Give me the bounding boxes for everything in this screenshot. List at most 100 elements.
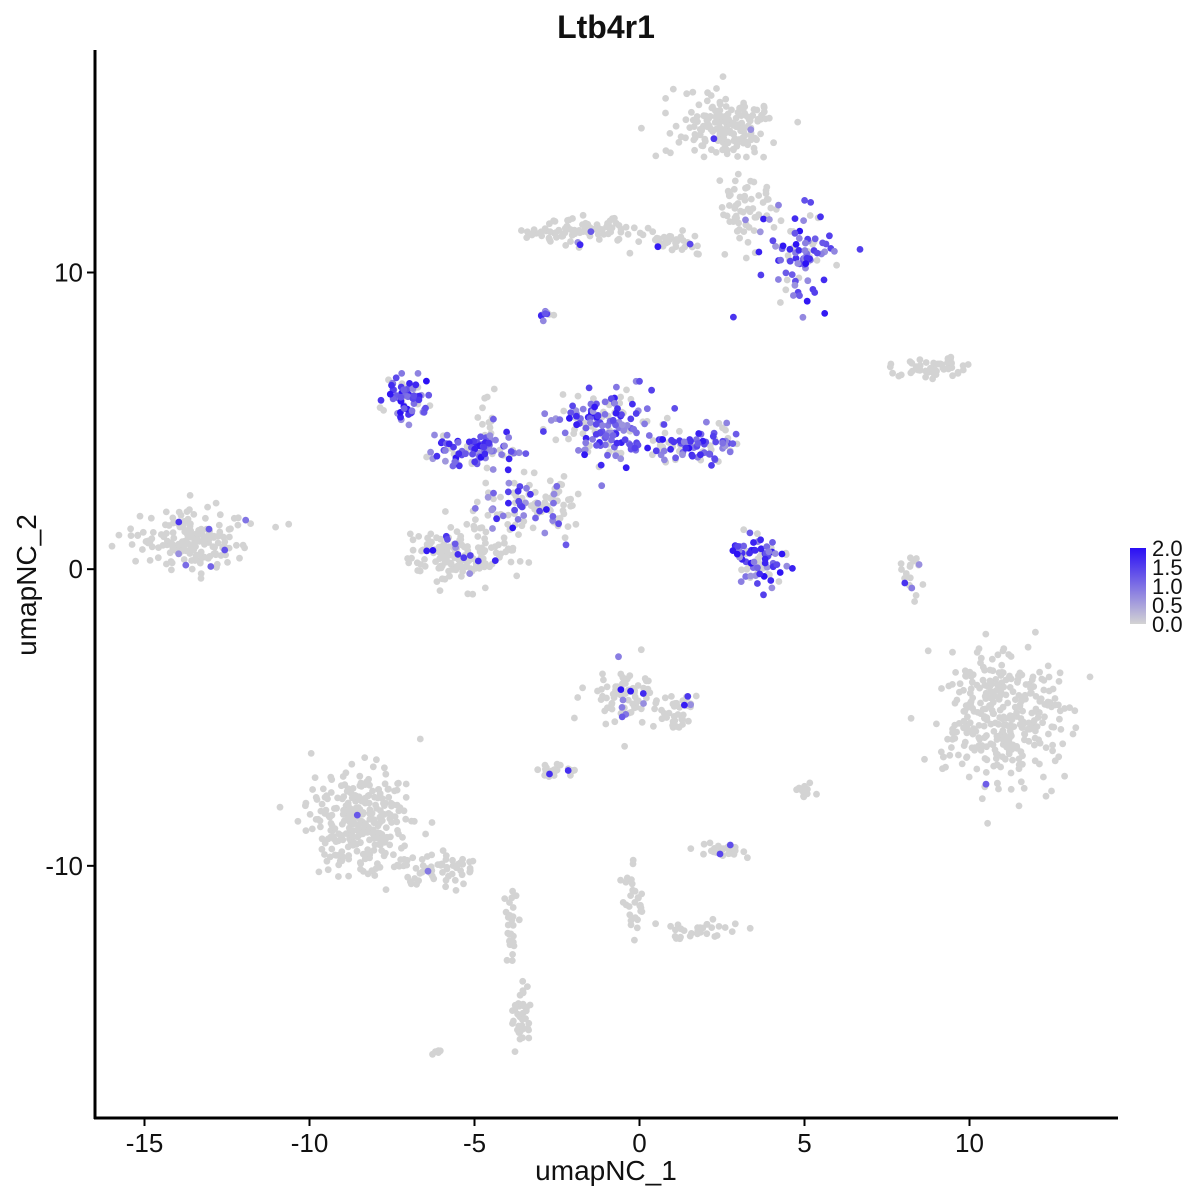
data-point: [366, 815, 374, 823]
data-point: [980, 722, 988, 730]
data-point: [722, 95, 730, 103]
data-point: [186, 520, 193, 528]
data-point: [777, 299, 784, 306]
data-point: [564, 523, 572, 530]
data-point: [744, 205, 752, 213]
data-point: [908, 359, 916, 367]
data-point: [729, 440, 737, 447]
data-point: [480, 443, 488, 451]
data-point: [1031, 741, 1038, 749]
data-point: [168, 566, 175, 574]
legend-label: 2.0: [1152, 536, 1183, 561]
data-point: [382, 849, 389, 857]
data-point: [668, 693, 675, 700]
data-point: [321, 851, 328, 858]
data-point: [436, 587, 444, 594]
data-point: [743, 183, 751, 191]
data-point: [534, 499, 542, 507]
data-point: [700, 840, 708, 848]
data-point: [651, 705, 658, 713]
data-point: [471, 525, 478, 533]
data-point: [509, 904, 517, 911]
data-point: [212, 499, 220, 507]
data-point: [750, 558, 758, 566]
y-tick-label: 10: [54, 258, 83, 288]
data-point: [154, 554, 162, 562]
data-point: [175, 518, 183, 526]
data-point: [175, 550, 183, 558]
data-point: [708, 462, 715, 469]
data-point: [757, 536, 764, 544]
data-point: [187, 532, 195, 540]
data-point: [956, 680, 964, 688]
data-point: [556, 416, 564, 423]
data-point: [207, 563, 215, 570]
data-point: [458, 871, 466, 879]
data-point: [635, 238, 643, 246]
data-point: [1056, 715, 1063, 723]
data-point: [490, 489, 497, 497]
data-point: [1044, 662, 1052, 670]
data-point: [960, 686, 967, 694]
data-point: [562, 541, 570, 549]
data-point: [795, 235, 803, 242]
data-point: [623, 386, 630, 394]
data-point: [652, 920, 659, 928]
data-point: [731, 177, 739, 185]
data-point: [524, 983, 531, 990]
data-point: [491, 557, 499, 564]
data-point: [612, 686, 619, 694]
data-point: [677, 933, 684, 941]
data-point: [922, 373, 929, 381]
data-point: [604, 220, 611, 227]
data-point: [782, 286, 790, 294]
data-point: [302, 827, 310, 834]
data-point: [618, 421, 626, 429]
data-point: [907, 714, 915, 722]
data-point: [489, 466, 497, 473]
data-point: [509, 938, 517, 946]
data-point: [623, 422, 631, 429]
data-point: [506, 912, 514, 919]
data-point: [366, 836, 373, 844]
data-point: [608, 705, 616, 713]
data-point: [331, 825, 339, 832]
data-point: [633, 924, 641, 932]
data-point: [566, 414, 573, 422]
data-point: [560, 407, 568, 415]
data-point: [727, 191, 734, 199]
data-point: [328, 845, 336, 853]
data-point: [970, 725, 977, 733]
data-point: [770, 224, 778, 231]
data-point: [598, 422, 606, 429]
data-point: [507, 448, 515, 455]
data-point: [1031, 757, 1039, 765]
data-point: [613, 383, 620, 391]
data-point: [608, 224, 616, 232]
data-point: [323, 857, 331, 865]
data-point: [573, 412, 580, 420]
data-point: [546, 770, 553, 778]
data-point: [492, 549, 500, 557]
data-point: [551, 218, 559, 225]
data-point: [794, 118, 802, 126]
data-point: [733, 550, 741, 558]
data-point: [707, 125, 715, 133]
data-point: [632, 410, 640, 417]
data-point: [1032, 628, 1039, 636]
data-point: [579, 211, 587, 219]
data-point: [627, 415, 635, 423]
data-point: [800, 217, 807, 225]
data-point: [680, 438, 688, 446]
data-point: [648, 386, 655, 394]
data-point: [726, 218, 734, 226]
data-point: [433, 578, 441, 585]
data-point: [736, 234, 743, 242]
data-point: [750, 539, 757, 546]
data-point: [471, 458, 479, 466]
data-point: [509, 1007, 516, 1014]
data-point: [916, 356, 924, 364]
data-point: [670, 438, 678, 446]
data-point: [398, 370, 406, 377]
data-point: [726, 127, 734, 135]
